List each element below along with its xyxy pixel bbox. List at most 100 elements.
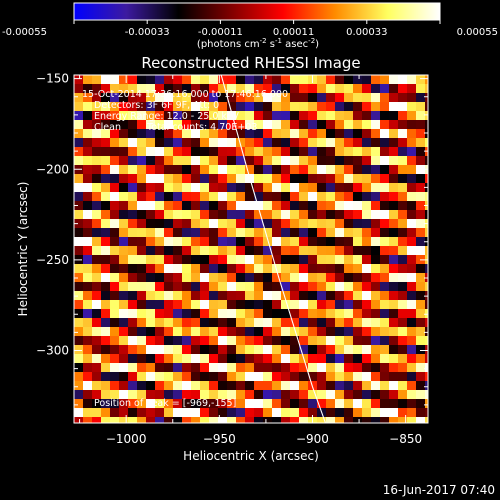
heatmap-cell — [416, 93, 426, 103]
heatmap-cell — [182, 381, 192, 391]
heatmap-cell — [263, 219, 273, 229]
heatmap-cell — [101, 354, 111, 364]
heatmap-cell — [299, 318, 309, 328]
heatmap-cell — [101, 210, 111, 220]
heatmap-cell — [281, 327, 291, 337]
heatmap-cell — [344, 111, 354, 121]
heatmap-cell — [101, 237, 111, 247]
heatmap-cell — [290, 93, 300, 103]
heatmap-cell — [119, 228, 129, 238]
heatmap-cell — [290, 192, 300, 202]
heatmap-cell — [200, 75, 210, 85]
heatmap-cell — [344, 282, 354, 292]
heatmap-cell — [353, 120, 363, 130]
heatmap-cell — [245, 309, 255, 319]
heatmap-cell — [236, 291, 246, 301]
heatmap-cell — [272, 219, 282, 229]
heatmap-cell — [236, 417, 246, 423]
heatmap-cell — [74, 318, 84, 328]
heatmap-cell — [317, 102, 327, 112]
heatmap-cell — [227, 201, 237, 211]
heatmap-cell — [173, 327, 183, 337]
heatmap-cell — [137, 399, 147, 409]
heatmap-cell — [164, 174, 174, 184]
heatmap-cell — [272, 228, 282, 238]
heatmap-cell — [182, 93, 192, 103]
heatmap-cell — [200, 246, 210, 256]
heatmap-cell — [209, 219, 219, 229]
heatmap-cell — [191, 291, 201, 301]
heatmap-cell — [101, 75, 111, 85]
heatmap-cell — [245, 120, 255, 130]
heatmap-cell — [272, 156, 282, 166]
heatmap-cell — [119, 210, 129, 220]
heatmap-cell — [191, 354, 201, 364]
heatmap-cell — [371, 300, 381, 310]
heatmap-cell — [425, 363, 428, 373]
heatmap-cell — [389, 354, 399, 364]
heatmap-cell — [119, 282, 129, 292]
heatmap-cell — [245, 147, 255, 157]
heatmap-cell — [335, 372, 345, 382]
heatmap-cell — [164, 246, 174, 256]
heatmap-cell — [308, 228, 318, 238]
heatmap-cell — [236, 264, 246, 274]
heatmap-cell — [380, 399, 390, 409]
heatmap-cell — [398, 264, 408, 274]
heatmap-cell — [353, 372, 363, 382]
heatmap-cell — [407, 102, 417, 112]
heatmap-cell — [74, 354, 84, 364]
heatmap-cell — [317, 147, 327, 157]
heatmap-cell — [353, 183, 363, 193]
heatmap-cell — [353, 246, 363, 256]
heatmap-cell — [353, 417, 363, 423]
heatmap-cell — [92, 84, 102, 94]
heatmap-cell — [110, 318, 120, 328]
heatmap-cell — [119, 129, 129, 139]
heatmap-cell — [182, 363, 192, 373]
heatmap-cell — [74, 381, 84, 391]
time-range-text: 15-Oct-2014 17:36:16.000 to 17:46:16.000 — [82, 89, 288, 100]
heatmap-cell — [263, 318, 273, 328]
heatmap-cell — [110, 327, 120, 337]
heatmap-cell — [74, 309, 84, 319]
heatmap-cell — [173, 210, 183, 220]
heatmap-cell — [362, 264, 372, 274]
heatmap-cell — [182, 291, 192, 301]
heatmap-cell — [344, 309, 354, 319]
heatmap-cell — [110, 183, 120, 193]
heatmap-cell — [155, 138, 165, 148]
heatmap-cell — [353, 309, 363, 319]
heatmap-cell — [191, 327, 201, 337]
heatmap-cell — [191, 165, 201, 175]
heatmap-cell — [326, 192, 336, 202]
heatmap-cell — [371, 318, 381, 328]
heatmap-cell — [281, 201, 291, 211]
heatmap-cell — [407, 390, 417, 400]
heatmap-cell — [137, 102, 147, 112]
heatmap-cell — [335, 210, 345, 220]
y-axis-label: Heliocentric Y (arcsec) — [16, 182, 30, 317]
x-axis-label: Heliocentric X (arcsec) — [183, 449, 319, 463]
heatmap-cell — [137, 120, 147, 130]
heatmap-cell — [128, 291, 138, 301]
heatmap-cell — [245, 345, 255, 355]
heatmap-cell — [74, 219, 84, 229]
heatmap-cell — [128, 264, 138, 274]
heatmap-cell — [83, 156, 93, 166]
heatmap-cell — [389, 282, 399, 292]
heatmap-cell — [83, 390, 93, 400]
heatmap-cell — [335, 111, 345, 121]
heatmap-cell — [407, 336, 417, 346]
heatmap-cell — [218, 336, 228, 346]
heatmap-cell — [281, 417, 291, 423]
heatmap-cell — [317, 381, 327, 391]
heatmap-cell — [92, 282, 102, 292]
heatmap-cell — [83, 192, 93, 202]
heatmap-cell — [362, 318, 372, 328]
heatmap-cell — [407, 381, 417, 391]
heatmap-cell — [263, 255, 273, 265]
detectors-text: Detectors: 3F 6F 9F, Att: 0 — [94, 100, 219, 111]
heatmap-cell — [137, 273, 147, 283]
heatmap-cell — [407, 273, 417, 283]
